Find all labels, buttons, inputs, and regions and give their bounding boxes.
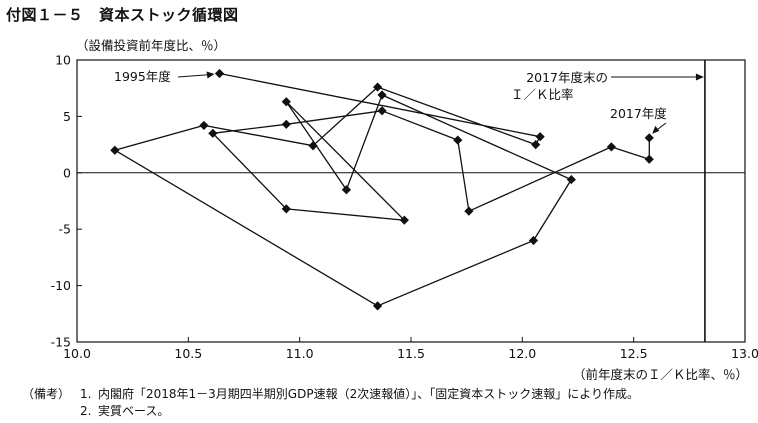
data-point-marker <box>110 145 120 155</box>
annotation-2017-arrowhead <box>652 125 660 134</box>
data-point-marker <box>377 106 387 116</box>
reference-label-line-2: Ｉ／Ｋ比率 <box>511 87 574 102</box>
y-tick-label: -5 <box>59 222 71 237</box>
notes-label: （備考） <box>22 387 71 401</box>
y-tick-label: 0 <box>63 165 71 180</box>
x-tick-label: 10.5 <box>174 346 202 361</box>
x-tick-label: 10.0 <box>63 346 91 361</box>
data-point-marker <box>531 140 541 150</box>
y-axis-label: （設備投資前年度比、％） <box>76 38 226 53</box>
data-point-marker <box>341 185 352 195</box>
annotation-1995-arrowhead <box>206 71 215 79</box>
data-point-marker <box>373 82 383 92</box>
note-number: 1. <box>80 387 92 401</box>
x-axis-label: （前年度末のＩ／Ｋ比率、％） <box>573 367 748 382</box>
data-point-marker <box>644 154 654 164</box>
reference-arrow-head <box>695 73 704 81</box>
figure-title: 付図１－５ 資本ストック循環図 <box>6 6 239 24</box>
reference-label-line-1: 2017年度末の <box>526 70 608 85</box>
y-tick-label: 5 <box>63 109 71 124</box>
data-point-marker <box>464 206 474 216</box>
plot-frame <box>76 59 746 343</box>
data-point-marker <box>399 215 409 225</box>
data-point-marker <box>281 204 291 214</box>
data-point-marker <box>566 174 576 185</box>
note-text: 実質ベース。 <box>98 404 170 418</box>
note-number: 2. <box>80 404 92 418</box>
note-row-2: 2. 実質ベース。 <box>22 403 639 420</box>
data-point-marker <box>377 90 387 100</box>
data-point-marker <box>535 132 545 142</box>
x-tick-label: 11.0 <box>286 346 314 361</box>
data-point-marker <box>281 97 291 107</box>
annotation-2017: 2017年度 <box>610 106 667 121</box>
data-point-marker <box>199 120 209 131</box>
data-point-marker <box>281 119 291 129</box>
figure-notes: （備考） 1. 内閣府「2018年1－3月期四半期別GDP速報（2次速報値）」、… <box>22 386 639 420</box>
data-point-marker <box>373 301 383 311</box>
annotation-1995: 1995年度 <box>114 69 171 84</box>
data-point-marker <box>214 68 225 79</box>
note-text: 内閣府「2018年1－3月期四半期別GDP速報（2次速報値）」、「固定資本ストッ… <box>98 387 639 401</box>
data-point-marker <box>308 141 318 151</box>
data-point-marker <box>208 128 218 138</box>
x-tick-label: 13.0 <box>731 346 758 361</box>
y-tick-label: 10 <box>55 53 71 68</box>
y-tick-label: -15 <box>51 335 71 350</box>
x-tick-label: 12.0 <box>508 346 536 361</box>
x-tick-label: 11.5 <box>397 346 425 361</box>
x-tick-label: 12.5 <box>620 346 648 361</box>
y-tick-label: -10 <box>51 278 71 293</box>
note-row-1: （備考） 1. 内閣府「2018年1－3月期四半期別GDP速報（2次速報値）」、… <box>22 386 639 403</box>
annotation-1995-arrow <box>177 74 212 78</box>
data-point-marker <box>606 142 616 152</box>
data-point-marker <box>453 135 463 145</box>
data-point-marker <box>528 235 539 246</box>
data-point-marker <box>644 133 654 143</box>
